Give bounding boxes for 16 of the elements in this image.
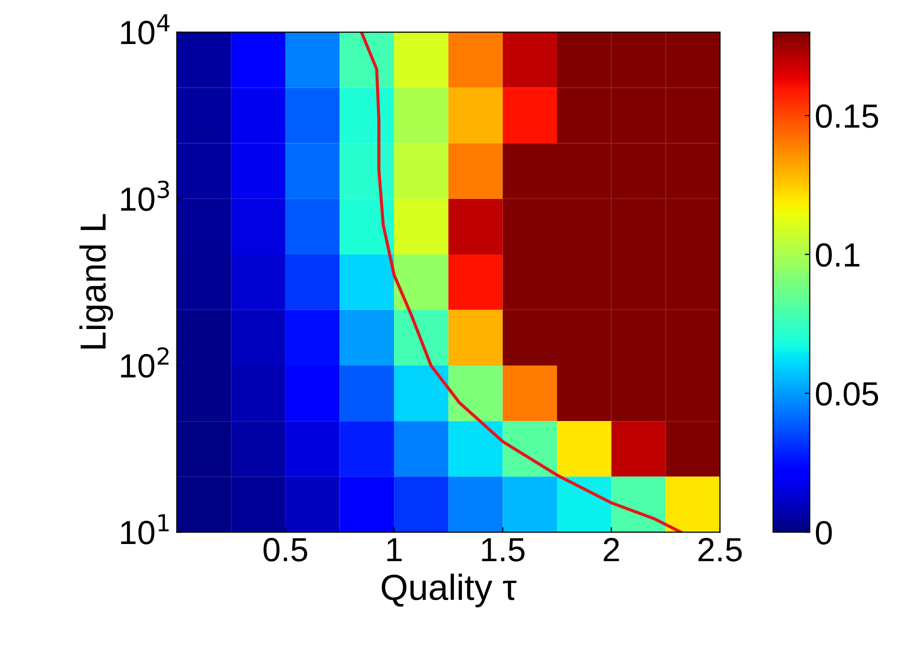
x-tick-label: 2 [604,538,619,562]
x-tick-label: 1 [387,538,402,562]
y-tick-label: 10$^{3}$ [121,180,169,212]
color-bar-label: 0 [816,520,832,545]
x-axis-title: Quality τ [382,574,516,608]
x-tick-label: 1.5 [482,538,524,562]
y-axis-title: Ligand L [79,214,114,348]
x-tick-label: 0.5 [264,538,308,562]
color-bar-label: 0.05 [816,382,878,406]
y-tick-label: 10$^{2}$ [121,347,168,378]
color-bar-label: 0.15 [816,104,878,128]
y-tick-label: 10$^{1}$ [121,514,169,544]
color-bar-label: 0.1 [816,243,860,267]
y-tick-label: 10$^{4}$ [121,14,170,44]
line-series [360,32,682,532]
x-tick-label: 2.5 [698,538,742,562]
